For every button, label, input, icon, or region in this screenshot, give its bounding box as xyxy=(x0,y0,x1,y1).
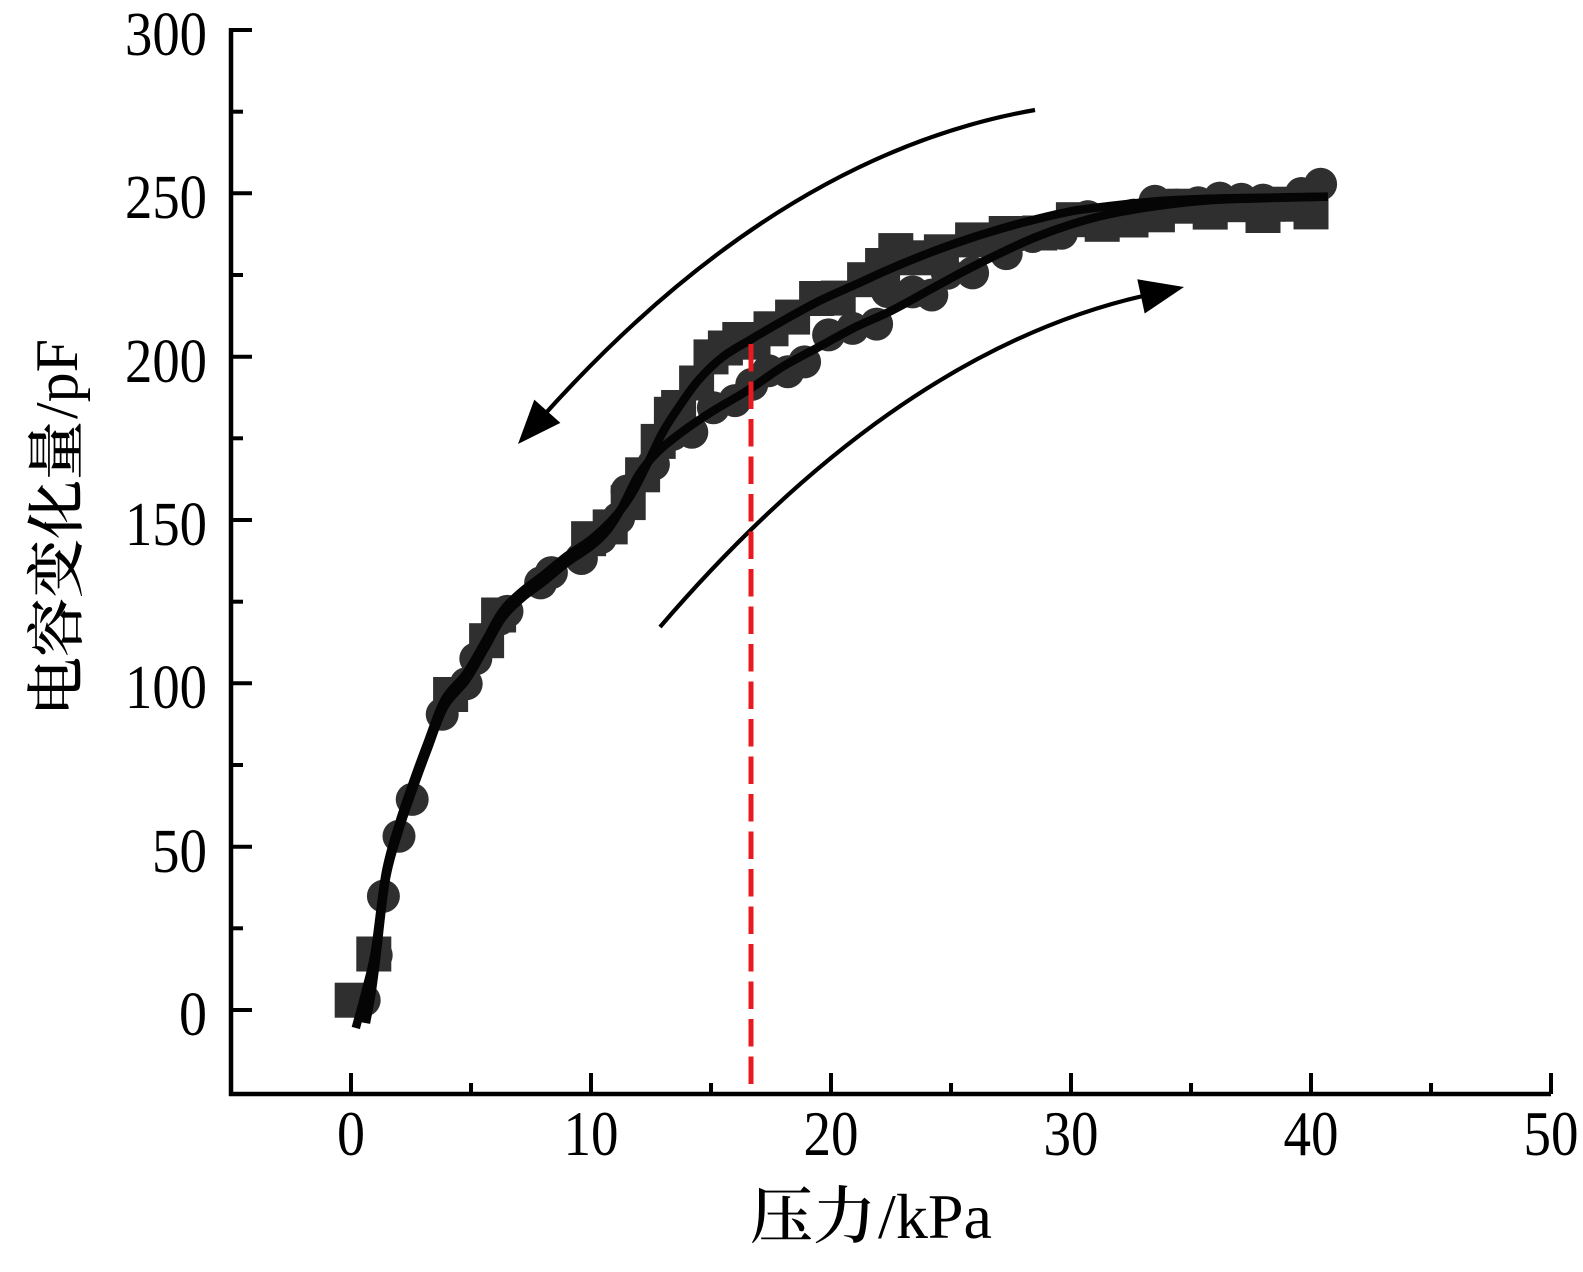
svg-text:100: 100 xyxy=(125,654,207,722)
svg-text:250: 250 xyxy=(125,164,207,232)
svg-text:20: 20 xyxy=(804,1098,859,1169)
svg-text:150: 150 xyxy=(125,491,207,559)
svg-text:50: 50 xyxy=(152,818,207,886)
svg-text:/pF: /pF xyxy=(24,339,90,419)
svg-text:/kPa: /kPa xyxy=(878,1182,992,1252)
svg-text:10: 10 xyxy=(564,1098,619,1169)
svg-text:30: 30 xyxy=(1044,1098,1099,1169)
svg-text:0: 0 xyxy=(179,981,207,1049)
svg-text:0: 0 xyxy=(337,1098,365,1169)
svg-text:300: 300 xyxy=(125,1,207,69)
svg-text:50: 50 xyxy=(1524,1098,1579,1169)
svg-text:40: 40 xyxy=(1284,1098,1339,1169)
svg-text:200: 200 xyxy=(125,328,207,396)
